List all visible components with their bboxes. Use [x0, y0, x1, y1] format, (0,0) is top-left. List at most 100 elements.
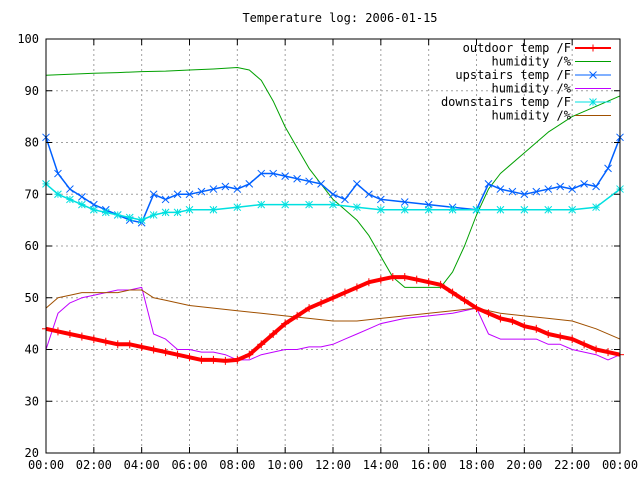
data-point	[209, 355, 218, 364]
data-point	[137, 216, 146, 224]
legend-marker	[589, 71, 597, 79]
data-point	[293, 311, 302, 320]
x-axis-ticks: 00:00 02:00 04:00 06:00 08:00 10:00 12:00 14:00…	[28, 39, 638, 472]
data-point	[197, 355, 206, 364]
data-point	[161, 348, 170, 357]
data-point	[53, 327, 62, 336]
data-point	[66, 185, 74, 193]
x-tick-label: 14:00	[363, 458, 399, 472]
data-point	[317, 180, 325, 188]
data-point	[161, 195, 170, 204]
data-point	[269, 169, 278, 178]
data-point	[125, 340, 134, 349]
x-tick-label: 08:00	[219, 458, 255, 472]
series-line	[45, 289, 621, 340]
data-point	[66, 195, 74, 204]
legend-entry: humidity /%	[492, 109, 611, 123]
data-point	[448, 288, 457, 297]
x-tick-label: 12:00	[315, 458, 351, 472]
data-point	[161, 208, 170, 217]
data-point	[448, 205, 457, 214]
data-point	[209, 205, 218, 214]
data-point	[233, 355, 242, 364]
data-point	[568, 335, 577, 344]
y-tick-label: 60	[25, 239, 39, 253]
data-point	[544, 205, 553, 214]
y-axis-ticks: 20 30 40 50 60 70 80 90 100	[17, 32, 620, 460]
data-point	[113, 340, 122, 349]
data-point	[78, 192, 86, 201]
x-tick-label: 16:00	[411, 458, 447, 472]
x-tick-label: 06:00	[171, 458, 207, 472]
legend-label: humidity /%	[492, 55, 572, 69]
series-1	[42, 273, 624, 365]
data-point	[460, 296, 469, 305]
data-point	[257, 340, 266, 349]
chart-title: Temperature log: 2006-01-15	[242, 11, 437, 25]
series-6	[45, 289, 621, 340]
x-tick-label: 00:00	[602, 458, 638, 472]
data-point	[173, 190, 182, 199]
y-tick-label: 90	[25, 84, 39, 98]
legend-marker	[589, 44, 597, 52]
x-tick-label: 20:00	[506, 458, 542, 472]
series-line	[45, 286, 621, 361]
data-point	[149, 190, 158, 199]
data-point	[556, 182, 565, 191]
legend-entry: humidity /%	[492, 55, 611, 69]
data-point	[532, 187, 541, 196]
data-point	[89, 335, 98, 344]
y-tick-label: 30	[25, 394, 39, 408]
data-point	[532, 324, 541, 333]
series-4	[45, 286, 621, 361]
data-point	[257, 200, 266, 209]
legend-marker	[589, 98, 597, 106]
data-point	[305, 304, 314, 313]
data-point	[281, 319, 290, 328]
y-tick-label: 100	[17, 32, 39, 46]
data-point	[185, 353, 194, 362]
data-point	[281, 172, 290, 180]
data-point	[424, 278, 433, 287]
data-point	[496, 314, 505, 323]
x-tick-label: 04:00	[124, 458, 160, 472]
data-point	[508, 187, 517, 196]
data-point	[125, 213, 134, 222]
data-point	[352, 283, 361, 292]
data-point	[340, 288, 349, 297]
data-point	[364, 278, 373, 287]
y-tick-label: 40	[25, 343, 39, 357]
data-point	[376, 195, 385, 204]
y-tick-label: 80	[25, 136, 39, 150]
data-point	[496, 205, 505, 214]
data-point	[472, 304, 481, 313]
data-point	[137, 342, 146, 351]
data-point	[281, 200, 290, 209]
data-point	[317, 298, 326, 307]
data-point	[197, 187, 206, 196]
data-point	[580, 340, 589, 349]
data-point	[329, 293, 337, 302]
data-point	[341, 195, 349, 204]
data-point	[604, 348, 613, 357]
data-point	[173, 350, 182, 359]
x-tick-label: 10:00	[267, 458, 303, 472]
legend-entry: humidity /%	[492, 82, 611, 96]
data-point	[484, 309, 493, 318]
data-point	[305, 177, 313, 186]
data-point	[78, 200, 86, 209]
y-tick-label: 70	[25, 187, 39, 201]
data-point	[592, 182, 600, 191]
x-tick-label: 18:00	[458, 458, 494, 472]
data-point	[436, 280, 445, 289]
legend-entry: upstairs temp /F	[455, 68, 611, 82]
grid-lines	[46, 39, 620, 453]
x-tick-label: 22:00	[554, 458, 590, 472]
data-point	[568, 205, 577, 214]
data-point	[65, 329, 74, 338]
data-point	[412, 275, 421, 284]
data-point	[568, 185, 577, 193]
data-point	[77, 332, 86, 341]
data-point	[580, 180, 588, 188]
